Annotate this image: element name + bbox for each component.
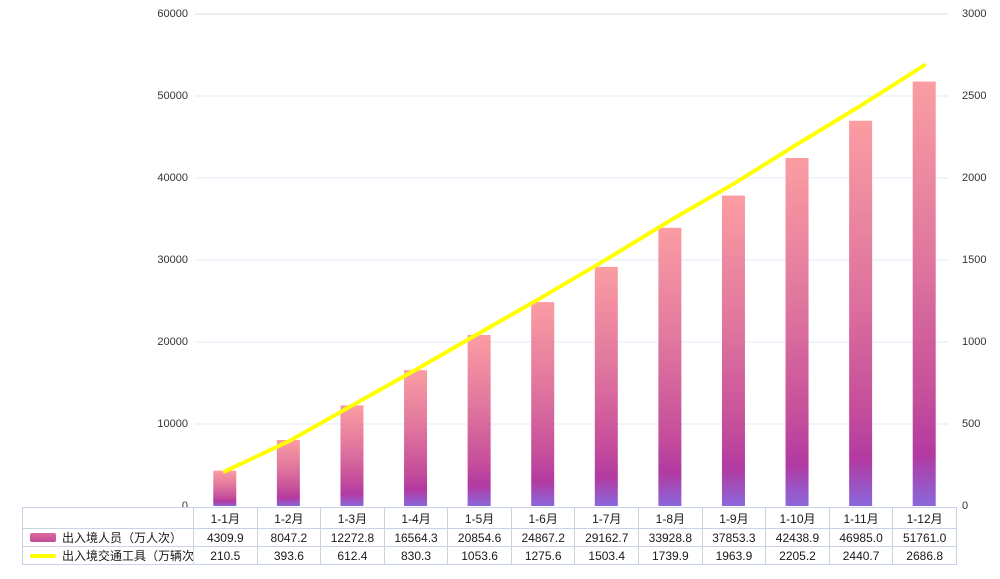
bar-value-cell: 37853.3: [701, 528, 767, 547]
bar-value-cell: 33928.8: [638, 528, 703, 547]
bar-value-cell: 24867.2: [510, 528, 576, 547]
left-axis-tick-label: 50000: [157, 89, 188, 102]
month-header-cell: 1-10月: [765, 507, 830, 529]
bar: [658, 227, 682, 506]
legend-cell-bar: 出入境人员（万人次）: [22, 528, 194, 547]
legend-cell-line: 出入境交通工具（万辆次）: [22, 546, 194, 565]
month-header-cell: 1-7月: [574, 507, 640, 529]
line-value-cell: 210.5: [193, 546, 258, 565]
line-value-cell: 393.6: [256, 546, 322, 565]
table-corner-blank: [22, 507, 194, 529]
left-axis-tick-label: 20000: [157, 335, 188, 348]
line-value-cell: 830.3: [383, 546, 449, 565]
line-series-swatch-icon: [30, 553, 56, 558]
line-series-row: 出入境交通工具（万辆次） 210.5 393.6 612.4 830.3 1053.6 1…: [22, 546, 957, 565]
right-axis-tick-label: 2000: [962, 171, 987, 184]
bar-value-cell: 16564.3: [383, 528, 449, 547]
bar-series-label: 出入境人员（万人次）: [62, 531, 183, 545]
bar-series-swatch-icon: [30, 533, 56, 542]
month-header-cell: 1-8月: [638, 507, 703, 529]
bar: [467, 334, 491, 506]
bar-value-cell: 42438.9: [765, 528, 830, 547]
bar: [276, 440, 300, 506]
right-axis-tick-label: 1500: [962, 253, 987, 266]
month-header-cell: 1-2月: [256, 507, 322, 529]
bar: [721, 195, 745, 506]
line-value-cell: 2686.8: [892, 546, 957, 565]
bar: [912, 81, 936, 506]
month-header-row: 1-1月 1-2月 1-3月 1-4月 1-5月 1-6月 1-7月 1-8月 1-9月 1-10…: [22, 507, 957, 529]
right-axis-tick-label: 500: [962, 417, 981, 430]
line-value-cell: 2205.2: [765, 546, 830, 565]
bar: [785, 158, 809, 506]
line-value-cell: 1503.4: [574, 546, 640, 565]
bar-value-cell: 29162.7: [574, 528, 640, 547]
line-value-cell: 2440.7: [828, 546, 894, 565]
month-header-cell: 1-6月: [510, 507, 576, 529]
month-header-cell: 1-12月: [892, 507, 957, 529]
month-header-cell: 1-5月: [447, 507, 512, 529]
bar-series-row: 出入境人员（万人次） 4309.9 8047.2 12272.8 16564.3 208…: [22, 528, 957, 547]
right-axis-tick-label: 3000: [962, 7, 987, 20]
right-axis-tick-label: 2500: [962, 89, 987, 102]
bar: [531, 302, 555, 506]
line-value-cell: 1053.6: [447, 546, 512, 565]
left-axis-tick-label: 30000: [157, 253, 188, 266]
data-table: 1-1月 1-2月 1-3月 1-4月 1-5月 1-6月 1-7月 1-8月 1-9月 1-10…: [22, 507, 957, 565]
month-header-cell: 1-11月: [828, 507, 894, 529]
left-axis-tick-label: 10000: [157, 417, 188, 430]
line-value-cell: 1739.9: [638, 546, 703, 565]
bar-value-cell: 4309.9: [193, 528, 258, 547]
bar: [404, 370, 428, 506]
month-header-cell: 1-3月: [320, 507, 385, 529]
bar: [213, 470, 237, 506]
line-series-label: 出入境交通工具（万辆次）: [62, 549, 194, 563]
bar-value-cell: 8047.2: [256, 528, 322, 547]
left-axis-tick-label: 0: [181, 499, 188, 512]
line-value-cell: 612.4: [320, 546, 385, 565]
line-value-cell: 1963.9: [701, 546, 767, 565]
bar-value-cell: 20854.6: [447, 528, 512, 547]
line-value-cell: 1275.6: [510, 546, 576, 565]
month-header-cell: 1-1月: [193, 507, 258, 529]
left-axis-tick-label: 60000: [157, 7, 188, 20]
bar-value-cell: 51761.0: [892, 528, 957, 547]
bar: [849, 120, 873, 507]
bar: [594, 266, 618, 506]
right-axis-tick-label: 0: [962, 499, 969, 512]
right-axis-tick-label: 1000: [962, 335, 987, 348]
left-axis-tick-label: 40000: [157, 171, 188, 184]
month-header-cell: 1-4月: [383, 507, 449, 529]
bar-value-cell: 12272.8: [320, 528, 385, 547]
bar: [340, 405, 364, 506]
bar-value-cell: 46985.0: [828, 528, 894, 547]
month-header-cell: 1-9月: [701, 507, 767, 529]
line-series: [222, 63, 927, 474]
